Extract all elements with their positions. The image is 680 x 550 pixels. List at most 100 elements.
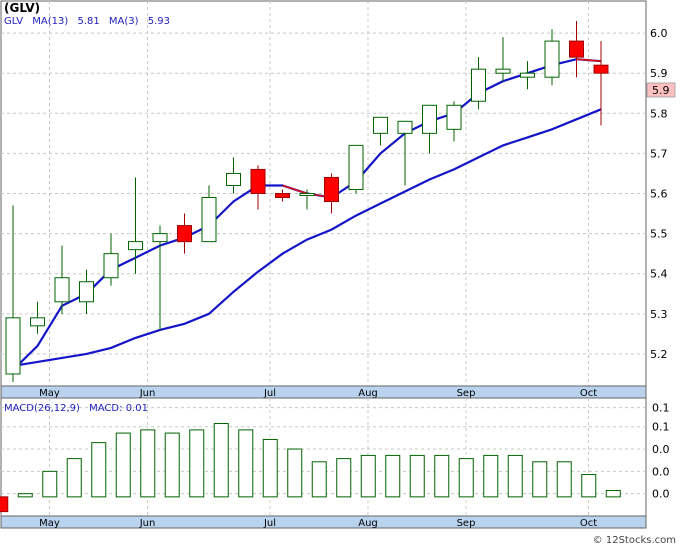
- macd-bar: [409, 454, 425, 498]
- macd-bar: [532, 461, 548, 498]
- macd-y-tick-label: 0.0: [652, 443, 670, 456]
- macd-y-tick-label: 0.1: [652, 421, 670, 434]
- macd-legend-label: MACD(26,12,9): [4, 403, 80, 414]
- macd-bar: [91, 442, 107, 498]
- price-y-tick-label: 5.7: [650, 147, 668, 160]
- legend-ma3-value: 5.93: [148, 16, 170, 27]
- macd-legend-value-label: MACD:: [89, 403, 122, 414]
- price-y-tick-label: 5.5: [650, 228, 668, 241]
- price-y-tick-label: 6.0: [650, 27, 668, 40]
- macd-x-tick-label: Oct: [580, 518, 597, 529]
- macd-x-tick-label: Jul: [263, 518, 276, 529]
- price-y-tick-label: 5.9: [650, 67, 668, 80]
- macd-bar: [556, 461, 572, 498]
- candle-body: [422, 104, 437, 134]
- macd-bar: [189, 429, 205, 498]
- candle-body: [226, 172, 241, 186]
- ma13-line: [12, 108, 602, 367]
- price-x-tick-label: Jun: [139, 388, 156, 399]
- macd-legend: MACD(26,12,9) MACD: 0.01: [4, 403, 148, 414]
- candle-body: [495, 68, 511, 74]
- legend-ma13-value: 5.81: [77, 16, 99, 27]
- price-x-tick-label: Oct: [580, 388, 597, 399]
- macd-bar: [605, 489, 621, 498]
- macd-bar: [458, 458, 474, 498]
- macd-bar: [238, 429, 254, 498]
- legend-symbol: GLV: [4, 16, 23, 27]
- candle-body: [348, 144, 364, 190]
- candles-group: [5, 21, 609, 382]
- candle-body: [324, 176, 339, 203]
- macd-bars-group: [0, 423, 621, 513]
- macd-x-labels: May Jun Jul Aug Sep Oct: [39, 518, 597, 529]
- candle-body: [446, 104, 462, 130]
- last-price-tag: 5.9: [652, 84, 670, 97]
- macd-bar: [17, 493, 33, 498]
- macd-y-tick-label: 0.0: [652, 488, 670, 501]
- legend-ma13-label: MA(13): [32, 16, 68, 27]
- candle-body: [54, 277, 70, 303]
- candle-body: [593, 64, 609, 74]
- candle-body: [299, 193, 315, 196]
- candle-body: [30, 317, 45, 327]
- price-x-tick-label: Jul: [263, 388, 276, 399]
- candle-body: [103, 253, 119, 279]
- candle-body: [128, 241, 143, 251]
- macd-bar: [164, 432, 180, 498]
- legend-line: GLV MA(13) 5.81 MA(3) 5.93: [4, 16, 170, 27]
- macd-bar: [262, 438, 278, 498]
- ma3-decline-segment: [576, 58, 602, 62]
- candle-body: [397, 120, 413, 134]
- macd-x-tick-label: Sep: [457, 518, 476, 529]
- macd-y-tick-label: 0.0: [652, 465, 670, 478]
- macd-bar: [483, 454, 499, 498]
- macd-bar: [581, 474, 597, 498]
- macd-bar: [115, 432, 131, 498]
- candle-body: [201, 197, 217, 243]
- price-y-tick-label: 5.3: [650, 308, 668, 321]
- price-y-tick-label: 5.6: [650, 188, 668, 201]
- candle-body: [275, 193, 290, 199]
- price-panel: [0, 0, 647, 399]
- macd-legend-value: 0.01: [126, 403, 148, 414]
- macd-y-labels: 0.1 0.1 0.0 0.0 0.0: [652, 402, 670, 501]
- candle-body: [569, 40, 584, 58]
- macd-bar: [213, 423, 229, 498]
- macd-bar: [360, 454, 376, 498]
- macd-bar: [140, 429, 156, 498]
- last-price-tag-box: [646, 82, 676, 98]
- macd-bar: [66, 458, 82, 498]
- candle-body: [5, 317, 21, 375]
- macd-bar: [42, 470, 58, 498]
- price-y-tick-label: 5.2: [650, 348, 668, 361]
- macd-bar: [311, 461, 327, 498]
- macd-bar: [385, 454, 401, 498]
- macd-y-tick-label: 0.1: [652, 402, 670, 415]
- macd-bar: [0, 496, 9, 513]
- price-x-labels: May Jun Jul Aug Sep Oct: [39, 388, 597, 399]
- candle-body: [471, 68, 486, 102]
- candle-body: [79, 281, 94, 303]
- price-x-tick-label: Aug: [358, 388, 378, 399]
- price-grid: [1, 1, 646, 386]
- ma3-decline-segment: [282, 184, 308, 195]
- candle-body: [177, 225, 192, 243]
- candle-body: [373, 116, 388, 134]
- price-x-tick-label: Sep: [457, 388, 476, 399]
- candle-body: [520, 72, 535, 78]
- macd-date-band: [0, 515, 647, 529]
- macd-bar: [507, 454, 523, 498]
- macd-x-tick-label: Aug: [358, 518, 378, 529]
- candle-body: [250, 168, 266, 194]
- macd-bar: [336, 458, 352, 498]
- price-y-labels: 6.0 5.9 5.8 5.7 5.6 5.5 5.4 5.3 5.2: [650, 27, 668, 361]
- ticker-title: (GLV): [4, 1, 40, 15]
- watermark: © 12Stocks.com: [593, 535, 676, 546]
- candle-body: [152, 233, 168, 243]
- ma13-line-group: [12, 108, 602, 367]
- macd-bar: [434, 454, 450, 498]
- macd-bar: [287, 448, 303, 498]
- macd-x-tick-label: May: [39, 518, 60, 529]
